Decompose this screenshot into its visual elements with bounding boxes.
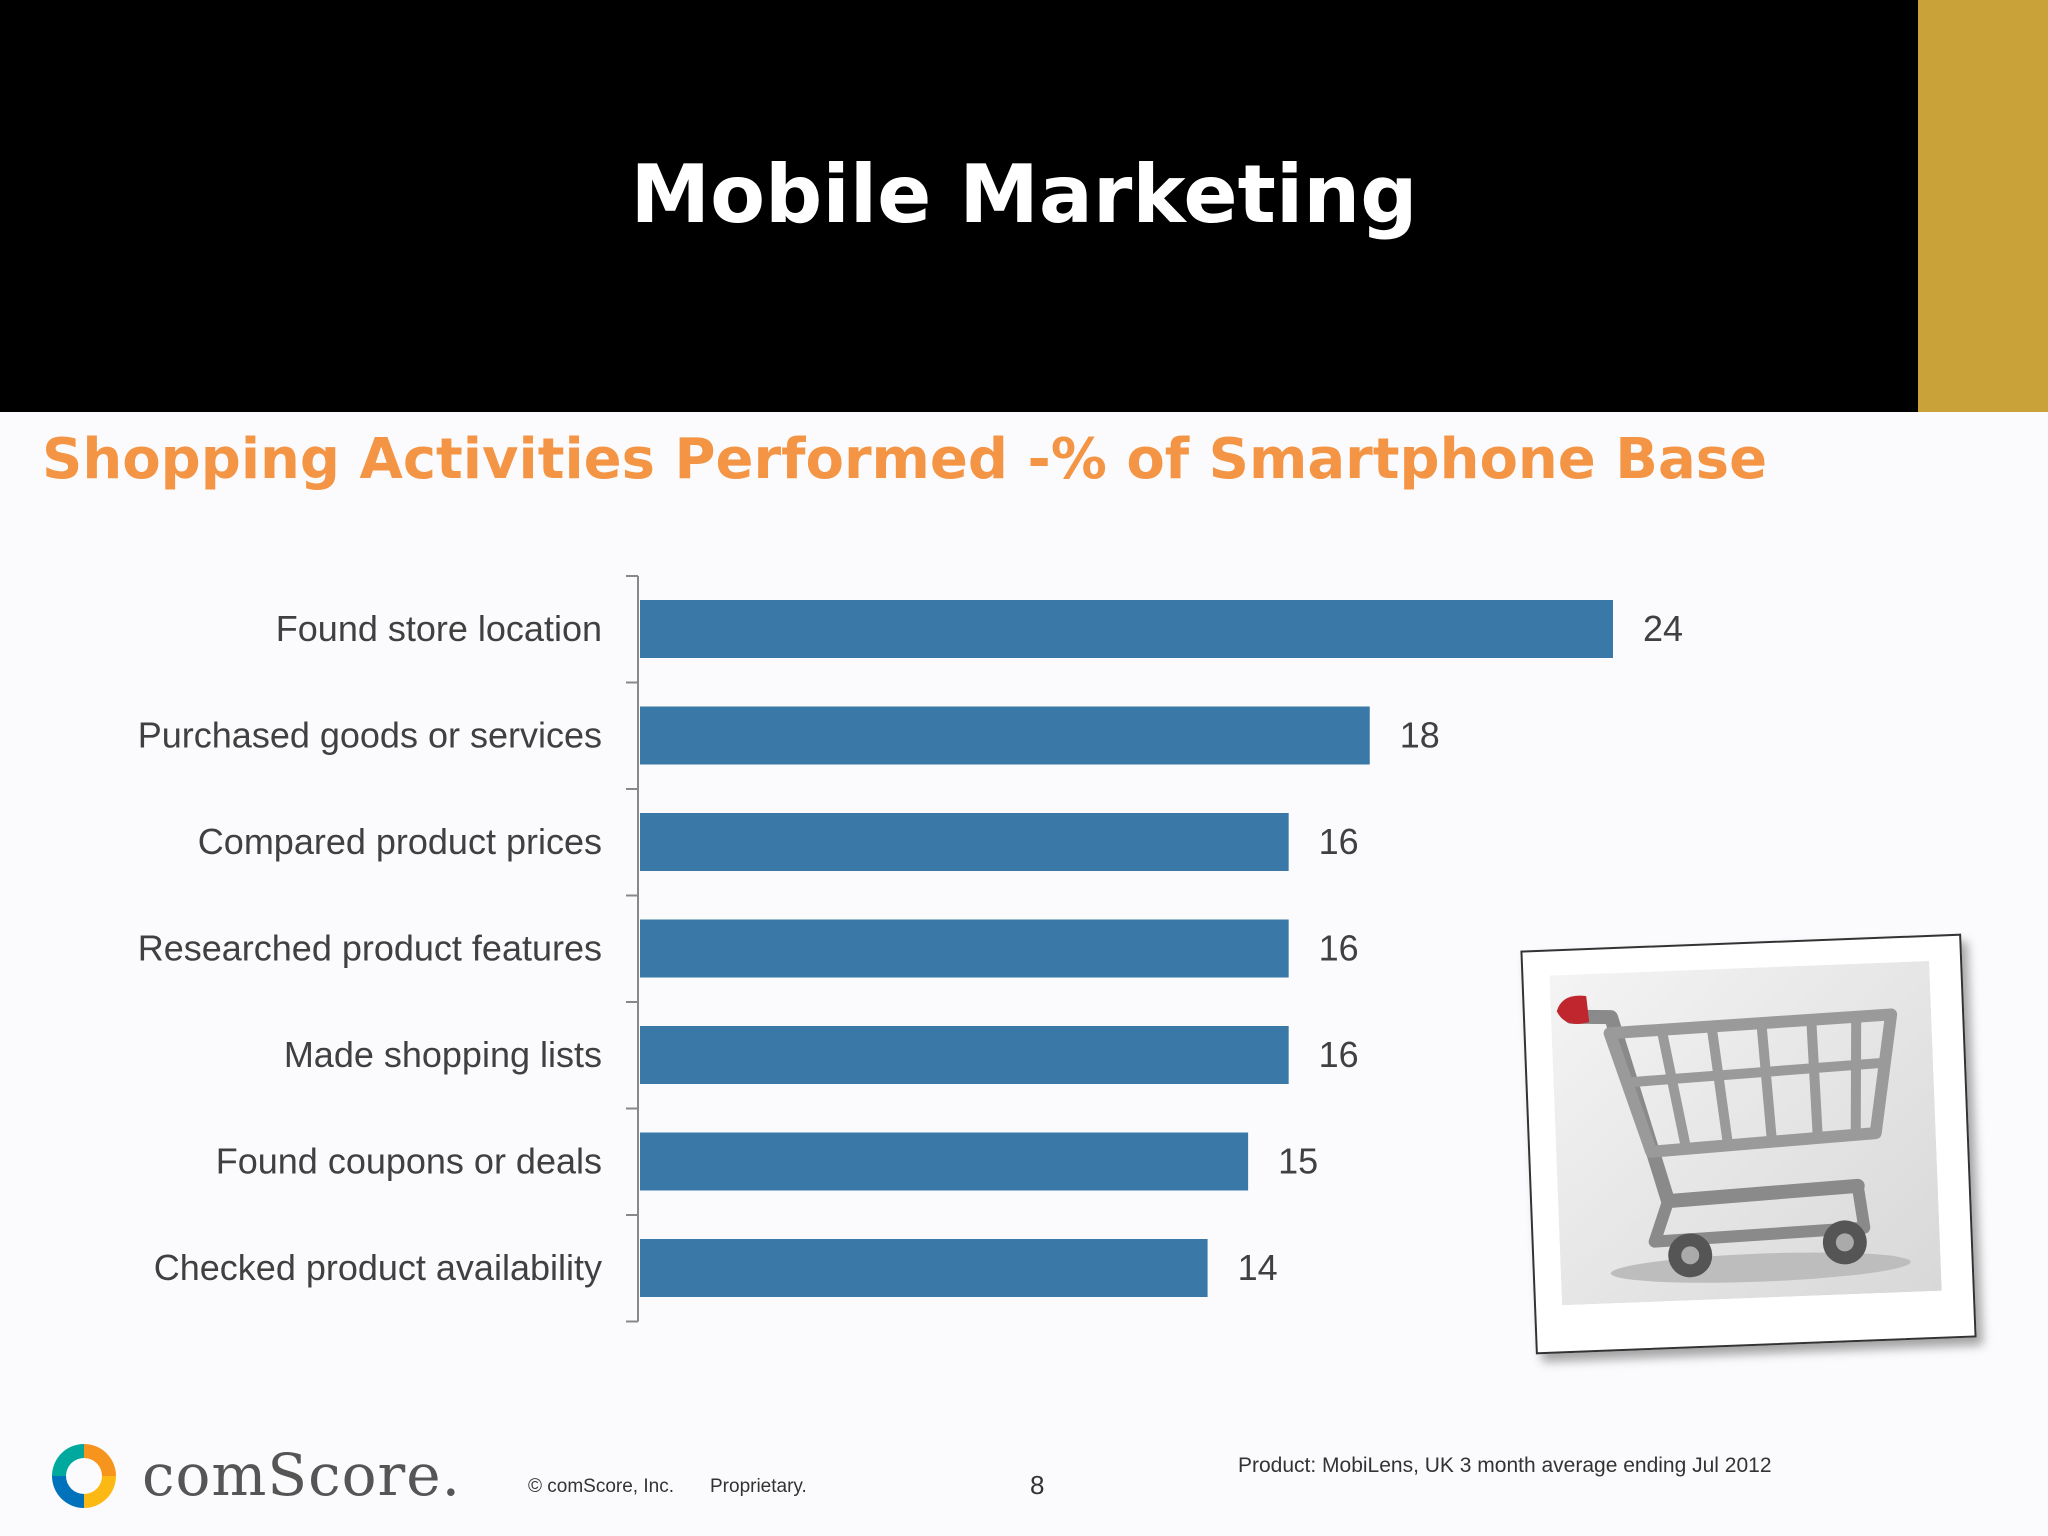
category-label: Compared product prices [198,821,602,862]
bar [640,813,1289,871]
data-label: 18 [1400,715,1440,756]
bar [640,1026,1289,1084]
bar-chart: Found store location 24 Purchased goods or… [138,575,1683,1323]
shopping-cart-icon [1549,960,1942,1306]
proprietary-text: Proprietary. [710,1476,807,1497]
copyright-text: © comScore, Inc. [528,1476,674,1497]
chart-title: Shopping Activities Performed -% of Smar… [42,427,1768,492]
category-label: Researched product features [138,928,602,969]
comscore-logo-icon [52,1444,116,1508]
slide-header [0,0,1918,412]
page-number: 8 [1030,1470,1045,1500]
accent-bar [1918,0,2048,412]
category-label: Found coupons or deals [216,1141,602,1182]
data-label: 15 [1278,1141,1318,1182]
data-label: 14 [1238,1247,1278,1288]
bar [640,919,1289,978]
data-label: 16 [1319,821,1359,862]
bar [640,1132,1249,1191]
category-label: Found store location [276,608,602,649]
bar [640,706,1370,765]
bar [640,1239,1208,1297]
data-label: 16 [1319,1034,1359,1075]
category-label: Checked product availability [154,1247,602,1288]
source-note: Product: MobiLens, UK 3 month average en… [1238,1454,1772,1477]
shopping-cart-photo [1520,933,1977,1355]
data-label: 24 [1643,608,1683,649]
bar [640,600,1613,658]
category-label: Made shopping lists [284,1034,602,1075]
brand-name: comScore. [142,1441,462,1509]
slide-title: Mobile Marketing [630,148,1418,241]
category-label: Purchased goods or services [138,715,602,756]
data-label: 16 [1319,928,1359,969]
